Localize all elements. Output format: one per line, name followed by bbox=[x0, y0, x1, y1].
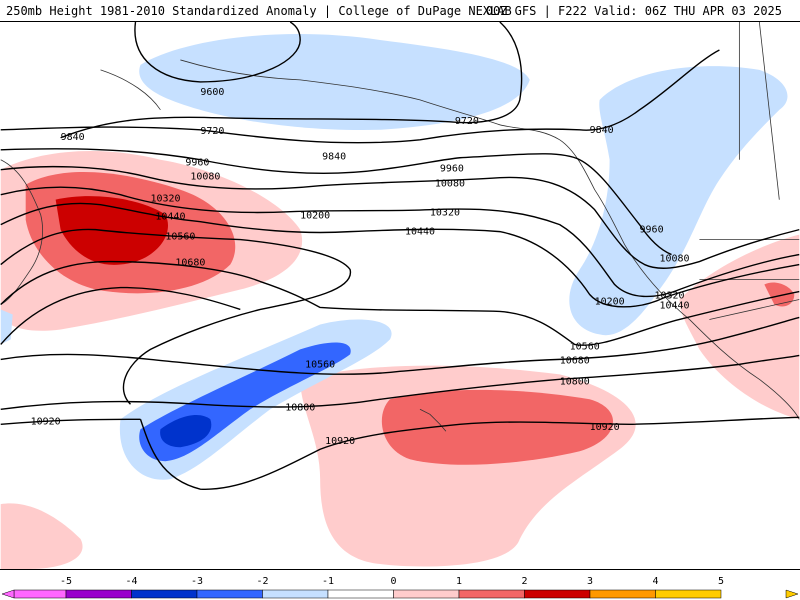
contour-label: 10920 bbox=[31, 416, 61, 427]
contour-label: 10920 bbox=[590, 422, 620, 433]
colorbar-tick-label: -5 bbox=[60, 576, 72, 587]
contour-label: 10080 bbox=[660, 254, 690, 265]
colorbar-swatch bbox=[393, 589, 460, 599]
header-bar: 250mb Height 1981-2010 Standardized Anom… bbox=[0, 0, 800, 22]
contour-label: 9720 bbox=[455, 116, 479, 127]
colorbar-tick-label: 1 bbox=[456, 576, 462, 587]
contour-label: 10200 bbox=[300, 211, 330, 222]
model-run-info: 00Z GFS | F222 Valid: 06Z THU APR 03 202… bbox=[485, 4, 782, 18]
contour-label: 10920 bbox=[325, 436, 355, 447]
contour-label: 10440 bbox=[155, 212, 185, 223]
color-scale-bar: -5 -4 -3 -2 -1 0 1 2 3 4 5 bbox=[0, 570, 800, 600]
contour-label: 10560 bbox=[570, 341, 600, 352]
contour-label: 10440 bbox=[660, 300, 690, 311]
contour-label: 10320 bbox=[655, 290, 685, 301]
colorbar-swatch bbox=[524, 589, 591, 599]
contour-label: 9840 bbox=[322, 152, 346, 163]
colorbar-swatch bbox=[65, 589, 132, 599]
colorbar-swatch bbox=[655, 589, 722, 599]
colorbar-tick-label: 4 bbox=[652, 576, 658, 587]
contour-label: 10560 bbox=[165, 232, 195, 243]
contour-label: 10560 bbox=[305, 359, 335, 370]
colorbar-tick-label: -1 bbox=[322, 576, 334, 587]
colorbar-swatch bbox=[262, 589, 329, 599]
map-title: 250mb Height 1981-2010 Standardized Anom… bbox=[6, 4, 512, 18]
contour-label: 10080 bbox=[190, 172, 220, 183]
colorbar-swatch bbox=[131, 589, 198, 599]
contour-label: 9600 bbox=[200, 87, 224, 98]
contour-label: 10080 bbox=[435, 179, 465, 190]
colorbar-tick-label: 3 bbox=[587, 576, 593, 587]
height-contours bbox=[0, 22, 800, 490]
colorbar-swatch bbox=[589, 589, 656, 599]
colorbar-tick-label: -3 bbox=[191, 576, 203, 587]
colorbar-tick-label: -4 bbox=[125, 576, 137, 587]
colorbar-arrow-right bbox=[785, 589, 799, 599]
contour-label: 10680 bbox=[175, 258, 205, 269]
contour-label: 9960 bbox=[185, 158, 209, 169]
colorbar-swatches bbox=[1, 589, 799, 599]
colorbar-tick-label: 2 bbox=[521, 576, 527, 587]
contour-label: 9840 bbox=[590, 125, 614, 136]
contour-label: 10800 bbox=[285, 402, 315, 413]
colorbar-swatch bbox=[13, 589, 67, 599]
contour-label: 10680 bbox=[560, 355, 590, 366]
colorbar-swatch bbox=[196, 589, 263, 599]
contour-label: 10320 bbox=[430, 208, 460, 219]
colorbar-tick-label: -2 bbox=[256, 576, 268, 587]
contour-label: 10800 bbox=[560, 376, 590, 387]
contour-label: 9960 bbox=[640, 225, 664, 236]
contour-labels: 9600 9720 9720 9840 9840 9840 9960 9960 9960 1008… bbox=[31, 87, 690, 447]
contour-label: 10200 bbox=[595, 296, 625, 307]
colorbar-arrow-left bbox=[1, 589, 15, 599]
contour-label: 9720 bbox=[200, 126, 224, 137]
colorbar-ticks: -5 -4 -3 -2 -1 0 1 2 3 4 5 bbox=[60, 576, 724, 587]
colorbar-tick-label: 5 bbox=[718, 576, 724, 587]
colorbar-swatch bbox=[458, 589, 525, 599]
contour-label: 10440 bbox=[405, 227, 435, 238]
contour-label: 10320 bbox=[150, 194, 180, 205]
colorbar-tick-label: 0 bbox=[390, 576, 396, 587]
map-canvas: 9600 9720 9720 9840 9840 9840 9960 9960 9960 1008… bbox=[0, 22, 800, 570]
colorbar-swatch bbox=[327, 589, 394, 599]
contour-label: 9960 bbox=[440, 164, 464, 175]
contour-label: 9840 bbox=[61, 132, 85, 143]
